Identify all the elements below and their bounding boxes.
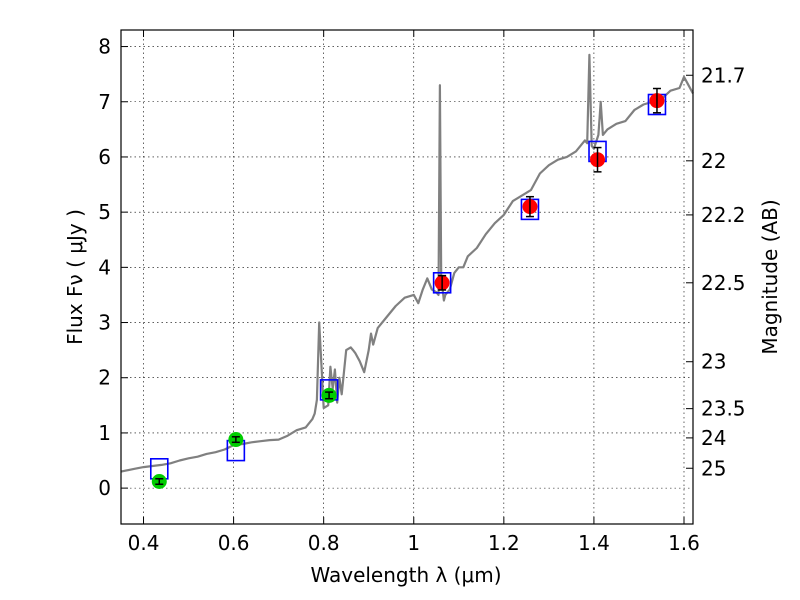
y2-tick-label: 23.5: [701, 397, 746, 421]
y-tick-label: 2: [98, 366, 111, 390]
model-photometry-square: [432, 271, 452, 294]
y2-tick-label: 22.2: [701, 203, 746, 227]
x-tick-label: 1.4: [578, 531, 610, 555]
y-tick-label: 1: [98, 421, 111, 445]
y2-tick-label: 22.5: [701, 271, 746, 295]
spectrum-layer: [120, 53, 694, 473]
x-tick-label: 0.6: [218, 531, 250, 555]
y2-tick-label: 23: [701, 350, 726, 374]
axis-ticks: [121, 30, 693, 524]
plot-frame: [120, 29, 694, 525]
x-tick-label: 1: [407, 531, 420, 555]
x-tick-label: 0.8: [308, 531, 340, 555]
y2-tick-label: 25: [701, 456, 726, 480]
y-axis-label: Flux Fν ( μJy ): [63, 209, 87, 345]
y2-tick-label: 22: [701, 149, 726, 173]
x-tick-label: 1.6: [668, 531, 700, 555]
spectrum-line: [120, 53, 694, 473]
y-tick-label: 4: [98, 255, 111, 279]
y-tick-label: 7: [98, 90, 111, 114]
tick-labels: 0.4 0.6 0.8 1 1.2 1.4 1.601234567821.72222.222…: [98, 35, 745, 555]
y-tick-label: 8: [98, 35, 111, 59]
y-tick-label: 5: [98, 200, 111, 224]
x-tick-label: 0.4: [128, 531, 160, 555]
y-tick-label: 0: [98, 476, 111, 500]
y-tick-label: 6: [98, 145, 111, 169]
y2-axis-label: Magnitude (AB): [758, 199, 782, 354]
y2-tick-label: 21.7: [701, 63, 746, 87]
y-tick-label: 3: [98, 311, 111, 335]
x-tick-label: 1.2: [488, 531, 520, 555]
y2-tick-label: 24: [701, 426, 726, 450]
grid-lines: [121, 30, 693, 524]
x-axis-label: Wavelength λ (μm): [310, 563, 501, 587]
marker-layer: [149, 87, 667, 489]
